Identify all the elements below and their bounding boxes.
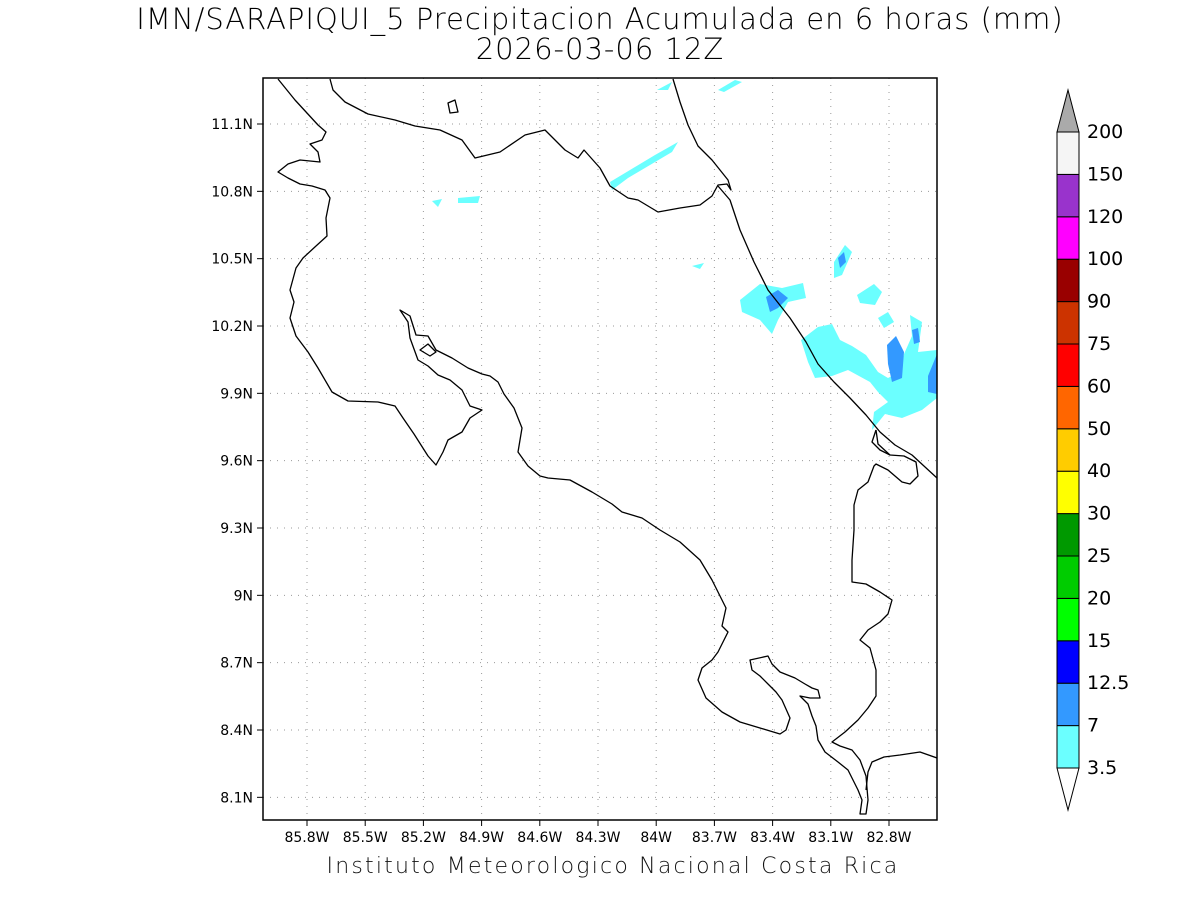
colorbar-label: 40: [1087, 460, 1111, 482]
colorbar-under-arrow: [1056, 767, 1080, 812]
colorbar-label: 3.5: [1087, 757, 1117, 779]
colorbar-swatch: [1056, 555, 1080, 599]
nicaragua-costa-rica-border: [329, 78, 732, 213]
lon-tick-label: 85.5W: [343, 830, 388, 846]
lat-tick-label: 8.4N: [220, 723, 253, 739]
colorbar-label: 25: [1087, 545, 1111, 567]
lat-tick-label: 9N: [234, 588, 253, 604]
colorbar-swatch: [1056, 428, 1080, 472]
lat-tick-label: 8.1N: [220, 790, 253, 806]
colorbar-swatch: [1056, 301, 1080, 345]
lon-tick-label: 83.4W: [750, 830, 795, 846]
colorbar-label: 100: [1087, 248, 1123, 270]
colorbar-swatch: [1056, 640, 1080, 684]
precip-area: [928, 354, 937, 394]
colorbar-swatch: [1056, 470, 1080, 515]
precip-area: [912, 328, 920, 344]
colorbar-label: 120: [1087, 206, 1123, 228]
lon-tick-label: 84.3W: [575, 830, 620, 846]
precip-light-areas: [432, 80, 937, 430]
colorbar-label: 20: [1087, 587, 1111, 609]
lon-tick-label: 84.9W: [459, 830, 504, 846]
coastline-borders: [277, 78, 937, 815]
colorbar-label: 15: [1087, 630, 1111, 652]
lat-tick-label: 10.8N: [211, 184, 253, 200]
lake-contour: [419, 343, 437, 357]
map-subtitle-date: 2026-03-06 12Z: [475, 32, 725, 66]
caribbean-coast: [717, 185, 937, 479]
precip-area: [657, 82, 672, 90]
colorbar-label: 30: [1087, 503, 1111, 525]
panama-border: [865, 429, 937, 791]
colorbar-label: 60: [1087, 375, 1111, 397]
lon-tick-label: 82.8W: [866, 830, 911, 846]
precip-area: [887, 336, 904, 382]
colorbar-swatch: [1056, 258, 1080, 303]
lon-tick-label: 84W: [640, 830, 672, 846]
lon-tick-label: 83.7W: [692, 830, 737, 846]
precip-area: [857, 284, 882, 305]
colorbar-label: 90: [1087, 291, 1111, 313]
island-contour: [447, 99, 459, 114]
colorbar-over-arrow: [1056, 88, 1080, 133]
graticule-grid: [263, 78, 937, 820]
precip-area: [718, 80, 742, 92]
colorbar-legend: 3.5 7 12.5 15 20 25 30 40 50 60 75 90 100 120 150 200: [1056, 88, 1129, 812]
colorbar-swatch: [1056, 725, 1080, 769]
precip-area: [458, 196, 480, 203]
map-title: IMN/SARAPIQUI_5 Precipitacion Acumulada …: [136, 2, 1064, 36]
lon-tick-label: 83.1W: [808, 830, 853, 846]
lat-tick-label: 9.6N: [220, 454, 253, 470]
colorbar-label: 12.5: [1087, 672, 1129, 694]
lat-tick-label: 11.1N: [211, 117, 253, 133]
bay-of-salinas-coast: [277, 78, 919, 815]
colorbar-label: 7: [1087, 715, 1099, 737]
precip-area: [838, 252, 846, 268]
colorbar-label: 150: [1087, 163, 1123, 185]
colorbar-swatch: [1056, 513, 1080, 557]
lon-tick-label: 85.8W: [284, 830, 329, 846]
colorbar-swatch: [1056, 216, 1080, 260]
colorbar-swatch: [1056, 597, 1080, 642]
colorbar-swatch: [1056, 173, 1080, 218]
colorbar-label: 75: [1087, 333, 1111, 355]
lat-tick-label: 9.3N: [220, 521, 253, 537]
institution-credit: Instituto Meteorologico Nacional Costa R…: [326, 854, 900, 879]
axis-tick-labels: 11.1N 10.8N 10.5N 10.2N 9.9N 9.6N 9.3N 9N 8.7N 8.…: [211, 117, 911, 846]
colorbar-swatch: [1056, 385, 1080, 430]
lat-tick-label: 10.2N: [211, 319, 253, 335]
precip-area: [610, 142, 678, 190]
map-frame: [262, 77, 938, 821]
colorbar-label: 200: [1087, 121, 1123, 143]
precip-area: [432, 199, 442, 207]
precip-area: [878, 312, 894, 328]
lon-tick-label: 85.2W: [401, 830, 446, 846]
colorbar-swatch: [1056, 682, 1080, 727]
lat-tick-label: 8.7N: [220, 656, 253, 672]
colorbar-swatch: [1056, 131, 1080, 175]
precip-area: [692, 263, 704, 269]
lat-tick-label: 9.9N: [220, 386, 253, 402]
lat-tick-label: 10.5N: [211, 252, 253, 268]
precipitation-field: [432, 80, 937, 430]
colorbar-label: 50: [1087, 418, 1111, 440]
precip-area: [801, 315, 937, 430]
colorbar-swatch: [1056, 343, 1080, 387]
lon-tick-label: 84.6W: [517, 830, 562, 846]
